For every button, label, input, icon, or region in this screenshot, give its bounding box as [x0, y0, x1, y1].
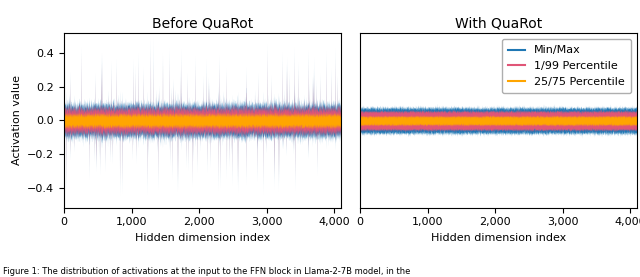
X-axis label: Hidden dimension index: Hidden dimension index — [135, 233, 270, 243]
Title: With QuaRot: With QuaRot — [455, 17, 542, 31]
Legend: Min/Max, 1/99 Percentile, 25/75 Percentile: Min/Max, 1/99 Percentile, 25/75 Percenti… — [502, 39, 631, 93]
Title: Before QuaRot: Before QuaRot — [152, 17, 253, 31]
Y-axis label: Activation value: Activation value — [12, 76, 22, 165]
Text: Figure 1: The distribution of activations at the input to the FFN block in Llama: Figure 1: The distribution of activation… — [3, 267, 411, 276]
X-axis label: Hidden dimension index: Hidden dimension index — [431, 233, 566, 243]
